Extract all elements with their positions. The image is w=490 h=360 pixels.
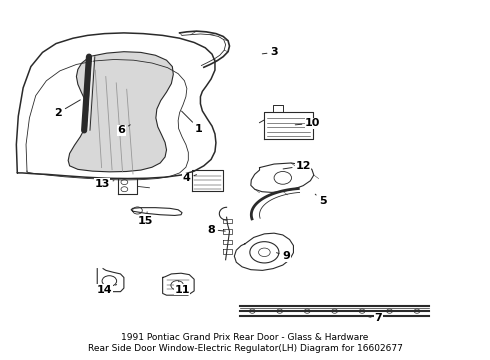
Text: 6: 6 <box>118 125 130 135</box>
Text: 7: 7 <box>369 313 382 323</box>
Text: 10: 10 <box>295 118 320 128</box>
Text: 8: 8 <box>207 225 225 235</box>
Text: 15: 15 <box>138 212 153 226</box>
Text: 4: 4 <box>183 173 196 183</box>
Text: 13: 13 <box>95 179 114 189</box>
Text: 12: 12 <box>283 161 311 171</box>
Text: 1: 1 <box>182 111 203 134</box>
Text: 3: 3 <box>262 48 278 57</box>
Text: 14: 14 <box>97 284 117 295</box>
Text: 9: 9 <box>276 251 290 261</box>
Text: 1991 Pontiac Grand Prix Rear Door - Glass & Hardware
Rear Side Door Window-Elect: 1991 Pontiac Grand Prix Rear Door - Glas… <box>88 333 402 353</box>
Text: 11: 11 <box>174 281 190 295</box>
Polygon shape <box>68 52 173 172</box>
Text: 2: 2 <box>54 100 80 118</box>
Text: 5: 5 <box>315 194 326 206</box>
